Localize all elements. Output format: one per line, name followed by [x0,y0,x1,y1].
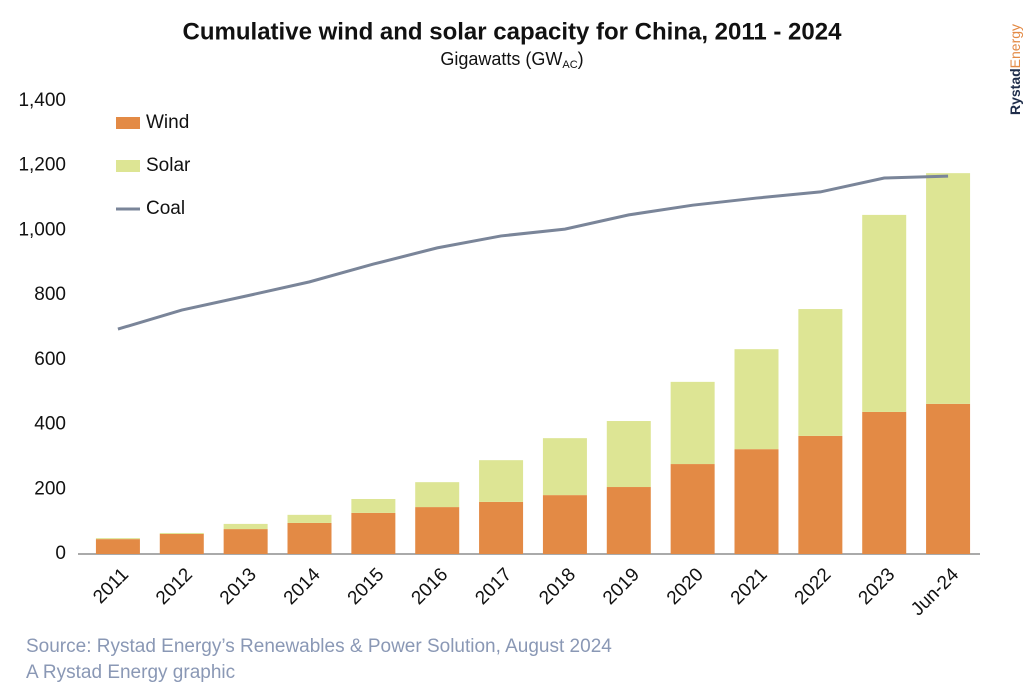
bar-segment [734,449,779,554]
bar-segment [95,538,140,540]
y-tick-label: 1,000 [18,219,66,240]
bar-segment [542,438,587,496]
x-tick-label: 2019 [599,564,644,609]
chart-subtitle: Gigawatts (GWAC) [440,49,583,71]
bar-segment [798,435,843,554]
source: Source: Rystad Energy’s Renewables & Pow… [26,636,612,657]
x-tick-label: 2011 [89,564,133,608]
bar-segment [287,522,332,554]
bar-segment [862,214,907,412]
bar-segment [351,498,396,513]
y-tick-label: 1,200 [18,155,66,176]
bar-segment [542,495,587,554]
x-tick-label: 2021 [727,564,772,609]
x-tick-label: 2018 [535,564,580,609]
bar-segment [926,403,971,554]
bar-segment [479,501,524,554]
x-tick-label: 2022 [791,564,836,609]
bar-segment [926,173,971,404]
y-tick-label: 400 [34,414,66,435]
legend-label: Solar [146,155,191,176]
legend-swatch [116,160,140,172]
x-tick-label: 2015 [344,564,389,609]
brand-2: Energy [1007,24,1023,68]
bar-segment [479,460,524,502]
bar-segment [223,523,268,530]
y-tick-label: 800 [34,284,66,305]
x-tick-label: 2016 [408,564,453,609]
bar-segment [159,533,204,554]
bar-segment [670,464,715,554]
y-tick-label: 0 [55,543,66,564]
x-tick-label: 2023 [855,564,900,609]
credit: A Rystad Energy graphic [26,662,235,683]
legend-label: Wind [146,112,189,133]
x-tick-label: Jun-24 [907,564,963,620]
x-tick-label: 2020 [663,564,708,609]
bar-segment [415,482,460,508]
bar-segment [287,514,332,523]
bar-segment [223,529,268,554]
subtitle-text: Gigawatts (GW [440,49,562,69]
y-tick-label: 600 [34,349,66,370]
y-tick-label: 1,400 [18,90,66,111]
bar-segment [798,309,843,436]
brand-1: Rystad [1007,68,1023,115]
y-tick-label: 200 [34,478,66,499]
subtitle-close: ) [578,49,584,69]
x-tick-label: 2014 [280,564,325,609]
bar-segment [606,487,651,554]
bar-segment [159,532,204,534]
bar-segment [415,507,460,554]
bar-segment [862,411,907,554]
chart-title: Cumulative wind and solar capacity for C… [183,18,843,45]
x-tick-label: 2017 [471,564,516,609]
line [117,174,949,331]
bar-segment [351,512,396,554]
legend-label: Coal [146,198,185,219]
bar-segment [95,539,140,554]
bar-segment [670,381,715,465]
legend-swatch [116,117,140,129]
brand: RystadEnergy [1007,24,1023,115]
bar-segment [606,421,651,488]
subtitle-sub: AC [562,59,577,71]
x-tick-label: 2013 [216,564,261,609]
bar-segment [734,349,779,450]
x-tick-label: 2012 [152,564,197,609]
